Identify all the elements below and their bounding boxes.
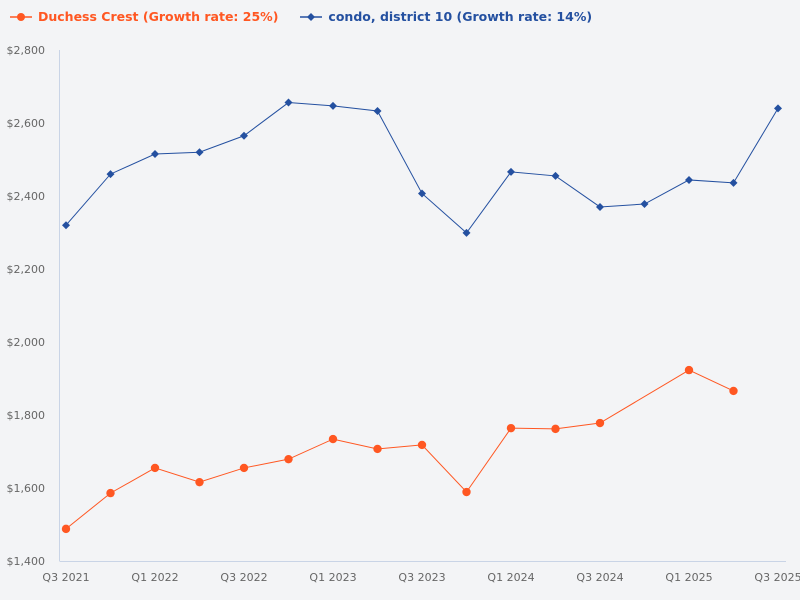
x-tick-label: Q1 2025: [665, 571, 712, 584]
legend-item-duchess-crest[interactable]: Duchess Crest (Growth rate: 25%): [10, 9, 278, 24]
data-point: [729, 386, 738, 396]
circle-marker-icon: [10, 12, 32, 21]
x-tick-label: Q3 2021: [42, 571, 89, 584]
series-line-1: [65, 102, 779, 234]
data-point: [596, 202, 604, 211]
data-point: [62, 221, 70, 230]
y-tick-label: $2,800: [7, 44, 46, 57]
data-point: [551, 424, 560, 434]
data-point: [462, 228, 471, 237]
x-tick-label: Q3 2023: [398, 571, 445, 584]
series-line-0: [65, 369, 734, 530]
data-point: [506, 423, 516, 433]
data-point: [106, 170, 115, 179]
y-tick-label: $2,000: [7, 336, 46, 349]
data-point: [329, 101, 337, 110]
data-point: [284, 98, 293, 107]
y-tick-label: $1,600: [7, 482, 46, 495]
data-point: [685, 175, 693, 184]
legend-label: Duchess Crest (Growth rate: 25%): [38, 9, 279, 24]
data-point: [684, 365, 694, 375]
x-tick-label: Q1 2023: [309, 571, 356, 584]
y-tick-label: $2,400: [7, 190, 46, 203]
data-point: [418, 189, 426, 198]
data-point: [106, 488, 115, 498]
data-point: [551, 171, 560, 180]
data-point: [595, 418, 605, 428]
x-tick-label: Q3 2025: [754, 571, 800, 584]
data-point: [195, 477, 204, 487]
data-point: [151, 150, 159, 159]
data-point: [640, 200, 649, 209]
data-point: [774, 104, 782, 113]
legend-item-condo-district-10[interactable]: condo, district 10 (Growth rate: 14%): [300, 9, 592, 24]
y-tick-label: $2,200: [7, 263, 46, 276]
x-tick-label: Q3 2022: [220, 571, 267, 584]
data-point: [328, 434, 338, 444]
data-point: [373, 444, 382, 454]
data-point: [150, 463, 160, 473]
x-tick-label: Q1 2022: [131, 571, 178, 584]
data-point: [61, 524, 71, 534]
y-tick-label: $1,400: [7, 555, 46, 568]
y-tick-label: $1,800: [7, 409, 46, 422]
legend-label: condo, district 10 (Growth rate: 14%): [328, 9, 593, 24]
x-tick-label: Q1 2024: [487, 571, 534, 584]
x-tick-label: Q3 2024: [576, 571, 623, 584]
data-point: [729, 178, 738, 187]
diamond-marker-icon: [300, 12, 323, 21]
data-point: [284, 454, 293, 464]
legend: Duchess Crest (Growth rate: 25%) condo, …: [10, 9, 592, 24]
y-tick-label: $2,600: [7, 117, 46, 130]
data-point: [195, 148, 204, 157]
data-point: [373, 106, 382, 115]
data-point: [239, 463, 249, 473]
data-point: [507, 167, 515, 176]
data-point: [417, 440, 427, 450]
data-point: [240, 131, 248, 140]
data-point: [462, 487, 471, 497]
